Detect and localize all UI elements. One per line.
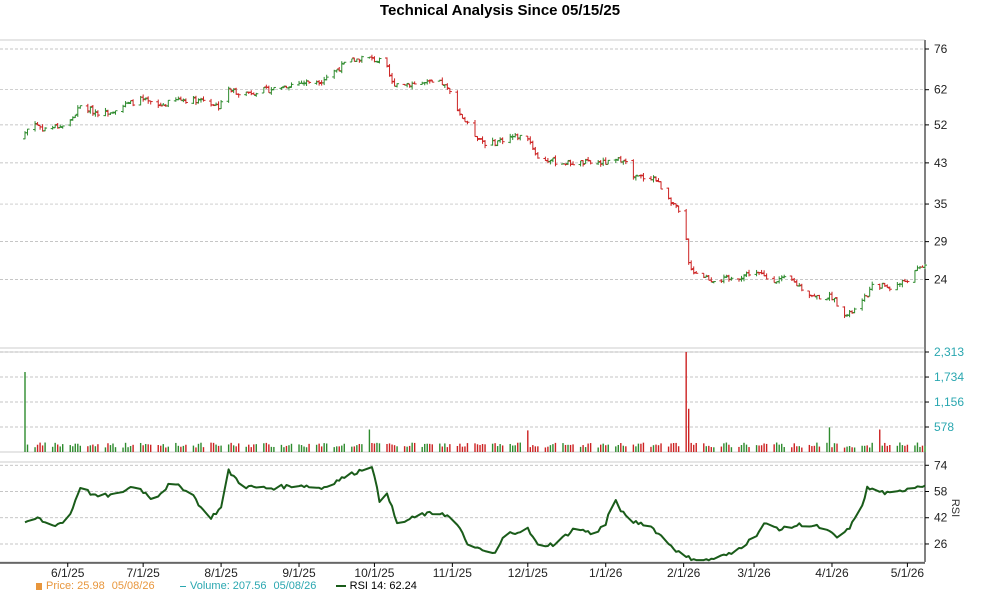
rsi-tick-label: 58 <box>934 485 948 499</box>
x-tick-label: 10/1/25 <box>354 566 394 580</box>
x-tick-label: 8/1/25 <box>204 566 238 580</box>
price-legend-label: Price: 25.98 <box>46 580 105 592</box>
price-legend-swatch <box>36 582 42 590</box>
price-tick-label: 24 <box>934 272 948 286</box>
volume-legend-label: Volume: 207.56 <box>190 580 267 592</box>
chart-legend: Price: 25.98 05/08/26 Volume: 207.56 05/… <box>36 580 421 592</box>
rsi-tick-label: 26 <box>934 537 948 551</box>
volume-tick-label: 578 <box>934 420 954 434</box>
rsi-legend-swatch <box>335 585 346 588</box>
rsi-axis-label: RSI <box>949 499 961 517</box>
price-legend-date: 05/08/26 <box>111 580 155 592</box>
price-tick-label: 35 <box>934 197 948 211</box>
x-tick-label: 11/1/25 <box>433 566 472 580</box>
x-tick-label: 9/1/25 <box>282 566 316 580</box>
volume-legend-date: 05/08/26 <box>273 580 317 592</box>
chart-title: Technical Analysis Since 05/15/25 <box>379 2 621 19</box>
x-tick-label: 3/1/26 <box>737 566 771 580</box>
volume-legend-swatch <box>180 585 186 587</box>
rsi-tick-label: 74 <box>934 458 948 472</box>
price-tick-label: 29 <box>934 235 948 249</box>
x-tick-label: 6/1/25 <box>51 566 85 580</box>
rsi-legend-label: RSI 14: 62.24 <box>349 580 417 592</box>
x-tick-label: 5/1/26 <box>891 566 925 580</box>
price-tick-label: 43 <box>934 156 948 170</box>
volume-tick-label: 2,313 <box>934 345 964 359</box>
x-tick-label: 4/1/26 <box>815 566 849 580</box>
x-tick-label: 12/1/25 <box>508 566 548 580</box>
price-tick-label: 52 <box>934 118 948 132</box>
volume-tick-label: 1,156 <box>934 395 964 409</box>
volume-tick-label: 1,734 <box>934 370 964 384</box>
x-tick-label: 1/1/26 <box>589 566 623 580</box>
x-tick-label: 7/1/25 <box>126 566 160 580</box>
rsi-line <box>24 466 926 562</box>
price-tick-label: 62 <box>934 83 948 97</box>
rsi-tick-label: 42 <box>934 511 948 525</box>
price-tick-label: 76 <box>934 42 948 56</box>
x-tick-label: 2/1/26 <box>667 566 701 580</box>
